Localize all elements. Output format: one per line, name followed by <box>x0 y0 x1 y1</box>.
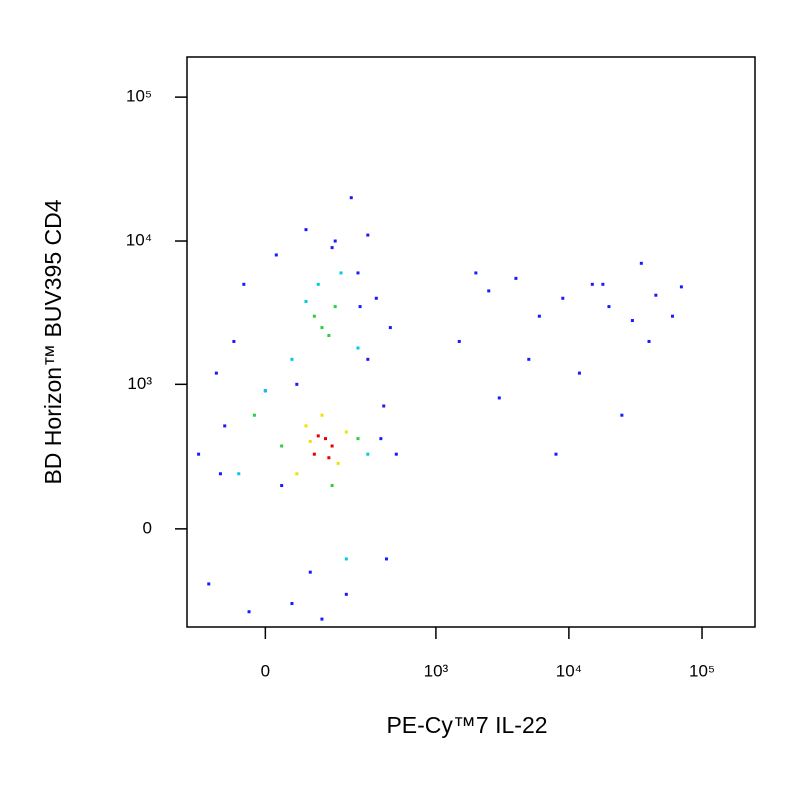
point <box>366 357 370 361</box>
point <box>358 305 362 309</box>
point <box>223 424 227 428</box>
point <box>374 296 378 300</box>
point <box>474 271 478 275</box>
point <box>290 357 294 361</box>
point <box>366 233 370 237</box>
point <box>577 371 581 375</box>
point <box>514 276 518 280</box>
point <box>327 334 331 338</box>
point <box>537 314 541 318</box>
point <box>339 271 343 275</box>
point <box>679 285 683 289</box>
point <box>197 452 201 456</box>
point <box>330 444 334 448</box>
point <box>323 437 327 441</box>
y-tick-label: 0 <box>143 518 152 537</box>
point <box>356 437 360 441</box>
point <box>333 239 337 243</box>
point <box>630 319 634 323</box>
point <box>295 472 299 476</box>
point <box>280 484 284 488</box>
point <box>330 484 334 488</box>
point <box>349 196 353 200</box>
point <box>304 228 308 232</box>
point <box>312 314 316 318</box>
point <box>554 452 558 456</box>
point <box>308 439 312 443</box>
point <box>388 326 392 330</box>
point <box>607 305 611 309</box>
point <box>497 396 501 400</box>
point <box>394 452 398 456</box>
point <box>280 444 284 448</box>
point <box>327 456 331 460</box>
point <box>214 371 218 375</box>
y-tick-label: 10⁴ <box>126 231 152 250</box>
x-axis-title: PE-Cy™7 IL-22 <box>386 712 547 738</box>
point <box>263 389 267 393</box>
x-tick-label: 10⁵ <box>689 661 715 680</box>
point <box>295 382 299 386</box>
x-tick-label: 10⁴ <box>556 661 582 680</box>
point <box>274 253 278 257</box>
y-tick-label: 10⁵ <box>126 87 152 106</box>
point <box>218 472 222 476</box>
point <box>366 452 370 456</box>
point <box>379 437 383 441</box>
point <box>344 557 348 561</box>
point <box>590 282 594 286</box>
x-tick-label: 10³ <box>424 661 449 680</box>
plot-frame <box>186 56 756 628</box>
point <box>639 261 643 265</box>
point <box>647 339 651 343</box>
point <box>316 282 320 286</box>
point <box>320 413 324 417</box>
point <box>382 404 386 408</box>
y-tick-label: 10³ <box>127 374 152 393</box>
point <box>320 617 324 621</box>
point <box>344 592 348 596</box>
x-tick-label: 0 <box>261 661 270 680</box>
point <box>384 557 388 561</box>
point <box>487 289 491 293</box>
point <box>242 282 246 286</box>
point <box>308 570 312 574</box>
point <box>356 271 360 275</box>
point <box>601 282 605 286</box>
point <box>670 314 674 318</box>
point <box>207 582 211 586</box>
point <box>561 296 565 300</box>
point <box>344 430 348 434</box>
point <box>457 339 461 343</box>
point <box>290 602 294 606</box>
point <box>247 610 251 614</box>
point <box>336 461 340 465</box>
point <box>620 413 624 417</box>
point <box>237 472 241 476</box>
point <box>527 357 531 361</box>
point <box>304 424 308 428</box>
point <box>312 452 316 456</box>
point <box>232 339 236 343</box>
point <box>320 326 324 330</box>
y-axis-title: BD Horizon™ BUV395 CD4 <box>40 199 66 484</box>
point <box>252 413 256 417</box>
point <box>330 246 334 250</box>
point <box>654 293 658 297</box>
point <box>304 299 308 303</box>
point <box>316 434 320 438</box>
point <box>333 305 337 309</box>
point <box>356 346 360 350</box>
